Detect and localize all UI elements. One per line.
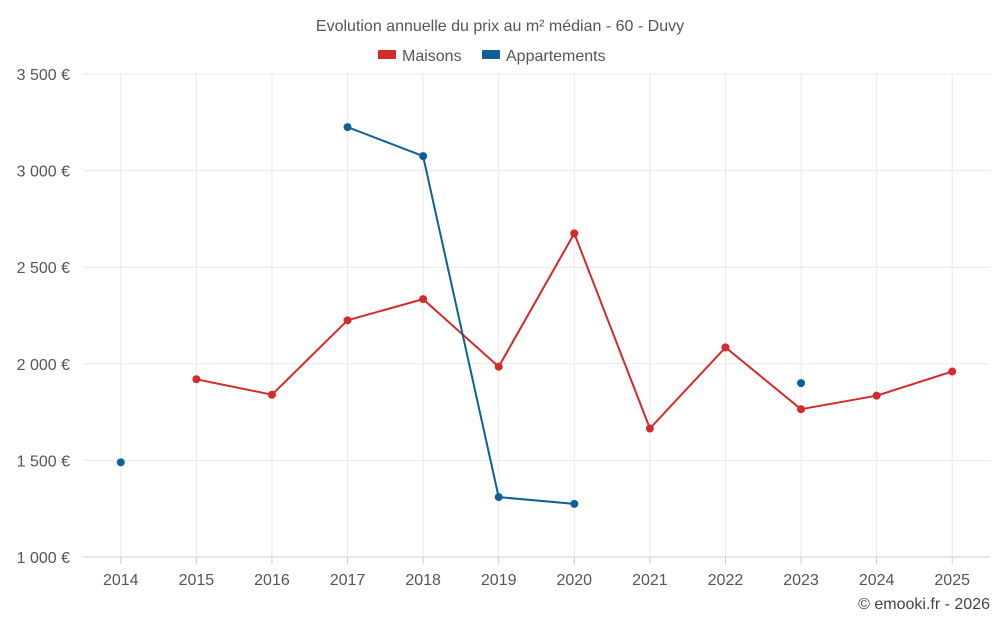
- data-point-maisons-2025[interactable]: [948, 367, 957, 376]
- data-point-appartements-2018[interactable]: [419, 152, 428, 161]
- x-tick-label: 2020: [556, 572, 592, 589]
- chart-legend: Maisons Appartements: [378, 48, 606, 65]
- chart-credit: © emooki.fr - 2026: [858, 596, 990, 613]
- x-tick-label: 2016: [254, 572, 290, 589]
- series-appartements: [116, 123, 806, 508]
- y-tick-label: 2 500 €: [17, 260, 70, 277]
- data-point-maisons-2023[interactable]: [797, 405, 806, 414]
- data-point-maisons-2021[interactable]: [645, 424, 654, 433]
- chart-series: [116, 123, 957, 508]
- series-line-appartements: [347, 126, 575, 505]
- data-point-maisons-2018[interactable]: [419, 295, 428, 304]
- chart-axes: 1 000 € 1 500 € 2 000 € 2 500 € 3 000 € 3 500…: [17, 67, 990, 589]
- data-point-maisons-2015[interactable]: [192, 375, 201, 384]
- x-tick-label: 2025: [934, 572, 970, 589]
- data-point-maisons-2017[interactable]: [343, 316, 352, 325]
- x-tick-label: 2014: [103, 572, 139, 589]
- y-tick-label: 2 000 €: [17, 357, 70, 374]
- y-tick-label: 3 000 €: [17, 164, 70, 181]
- x-tick-label: 2024: [859, 572, 895, 589]
- data-point-appartements-2019[interactable]: [494, 493, 503, 502]
- data-point-maisons-2019[interactable]: [494, 362, 503, 371]
- legend-item-appartements[interactable]: Appartements: [482, 48, 606, 65]
- x-tick-label: 2015: [179, 572, 215, 589]
- data-point-appartements-2014[interactable]: [116, 458, 125, 467]
- legend-label-maisons: Maisons: [402, 48, 462, 65]
- data-point-appartements-2020[interactable]: [570, 499, 579, 508]
- y-tick-label: 1 500 €: [17, 453, 70, 470]
- chart-grid: [83, 73, 990, 557]
- x-tick-label: 2018: [405, 572, 441, 589]
- x-tick-label: 2017: [330, 572, 366, 589]
- chart-title: Evolution annuelle du prix au m² médian …: [316, 18, 684, 35]
- x-tick-label: 2023: [783, 572, 819, 589]
- legend-swatch-maisons: [378, 50, 396, 59]
- legend-label-appartements: Appartements: [506, 48, 606, 65]
- x-tick-label: 2022: [708, 572, 744, 589]
- series-maisons: [192, 229, 957, 433]
- legend-swatch-appartements: [482, 50, 500, 59]
- data-point-maisons-2016[interactable]: [267, 390, 276, 399]
- data-point-appartements-2023[interactable]: [797, 379, 806, 388]
- data-point-appartements-2017[interactable]: [343, 123, 352, 132]
- data-point-maisons-2024[interactable]: [872, 391, 881, 400]
- data-point-maisons-2020[interactable]: [570, 229, 579, 238]
- data-point-maisons-2022[interactable]: [721, 343, 730, 352]
- legend-item-maisons[interactable]: Maisons: [378, 48, 462, 65]
- x-tick-label: 2021: [632, 572, 668, 589]
- x-tick-label: 2019: [481, 572, 517, 589]
- y-tick-label: 3 500 €: [17, 67, 70, 84]
- y-tick-label: 1 000 €: [17, 550, 70, 567]
